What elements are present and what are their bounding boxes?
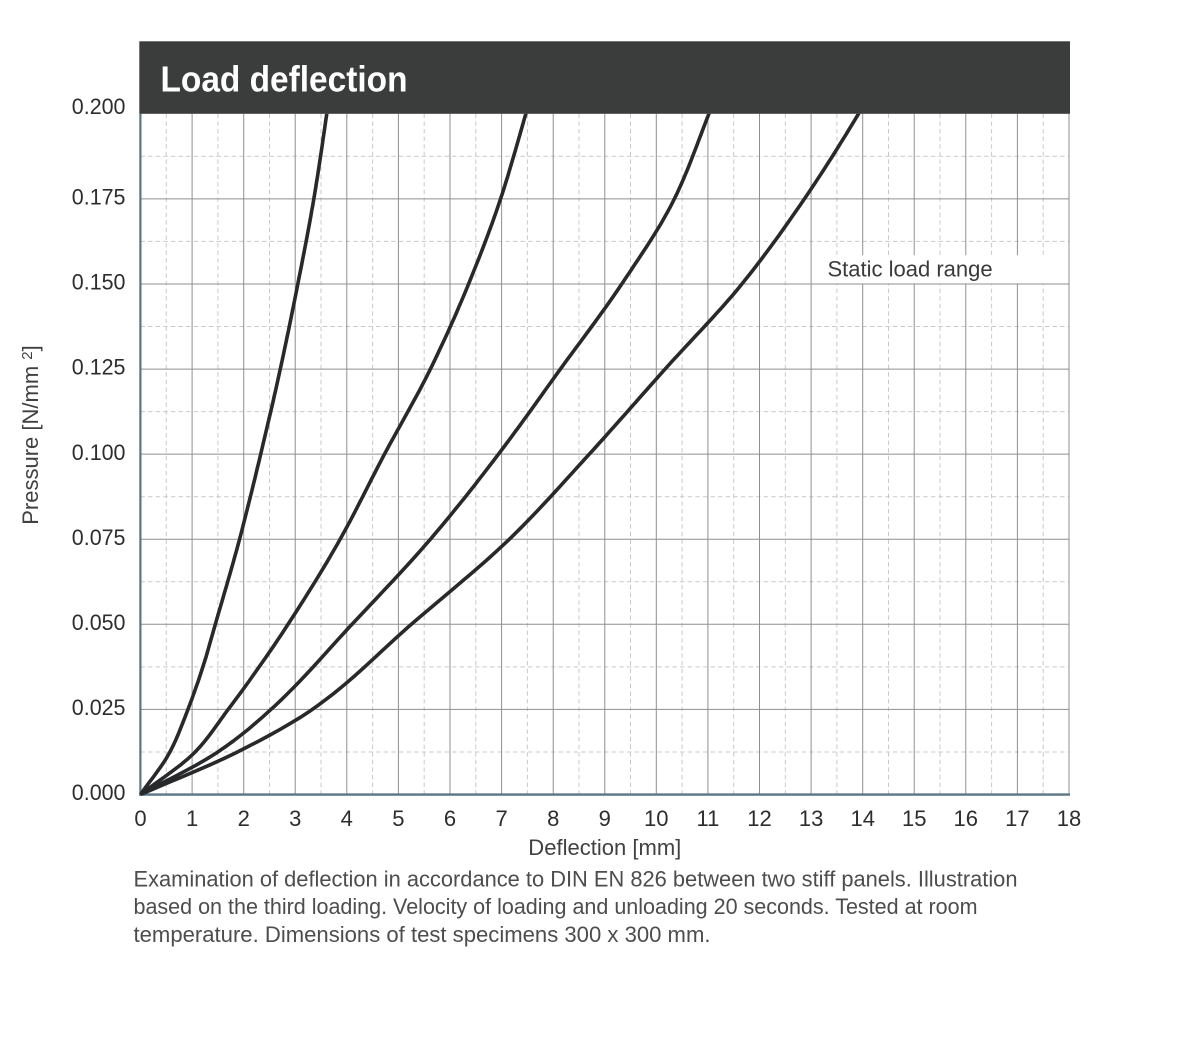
svg-text:6: 6 [444,806,456,831]
svg-text:11: 11 [696,806,719,831]
svg-text:10: 10 [644,806,668,831]
svg-text:9: 9 [599,806,611,831]
svg-text:Load deflection: Load deflection [161,59,408,100]
svg-text:8: 8 [547,806,559,831]
svg-text:15: 15 [902,806,926,831]
svg-text:Pressure [N/mm 2]: Pressure [N/mm 2] [18,345,43,525]
svg-text:7: 7 [495,806,507,831]
svg-text:3: 3 [289,806,301,831]
svg-text:16: 16 [954,806,978,831]
svg-text:4: 4 [341,806,353,831]
svg-text:Examination of deflection in a: Examination of deflection in accordance … [134,867,1018,892]
svg-text:Deflection [mm]: Deflection [mm] [528,835,681,860]
svg-text:17: 17 [1005,806,1029,831]
svg-text:0.050: 0.050 [72,610,126,635]
svg-text:14: 14 [850,806,874,831]
svg-text:0.100: 0.100 [72,440,126,465]
svg-text:0.150: 0.150 [72,270,126,295]
svg-text:2: 2 [238,806,250,831]
svg-text:18: 18 [1057,806,1081,831]
svg-text:Static load range: Static load range [828,257,993,282]
svg-text:5: 5 [392,806,404,831]
svg-text:based on the third loading. Ve: based on the third loading. Velocity of … [134,894,978,919]
svg-text:0.175: 0.175 [72,185,126,210]
svg-text:0: 0 [134,806,146,831]
svg-text:0.200: 0.200 [72,94,126,119]
svg-text:0.000: 0.000 [72,780,126,805]
svg-text:0.075: 0.075 [72,525,126,550]
svg-text:12: 12 [747,806,771,831]
svg-text:0.025: 0.025 [72,695,126,720]
svg-text:13: 13 [799,806,823,831]
svg-text:temperature. Dimensions of tes: temperature. Dimensions of test specimen… [134,922,711,947]
svg-text:0.125: 0.125 [72,355,126,380]
svg-text:1: 1 [186,806,198,831]
